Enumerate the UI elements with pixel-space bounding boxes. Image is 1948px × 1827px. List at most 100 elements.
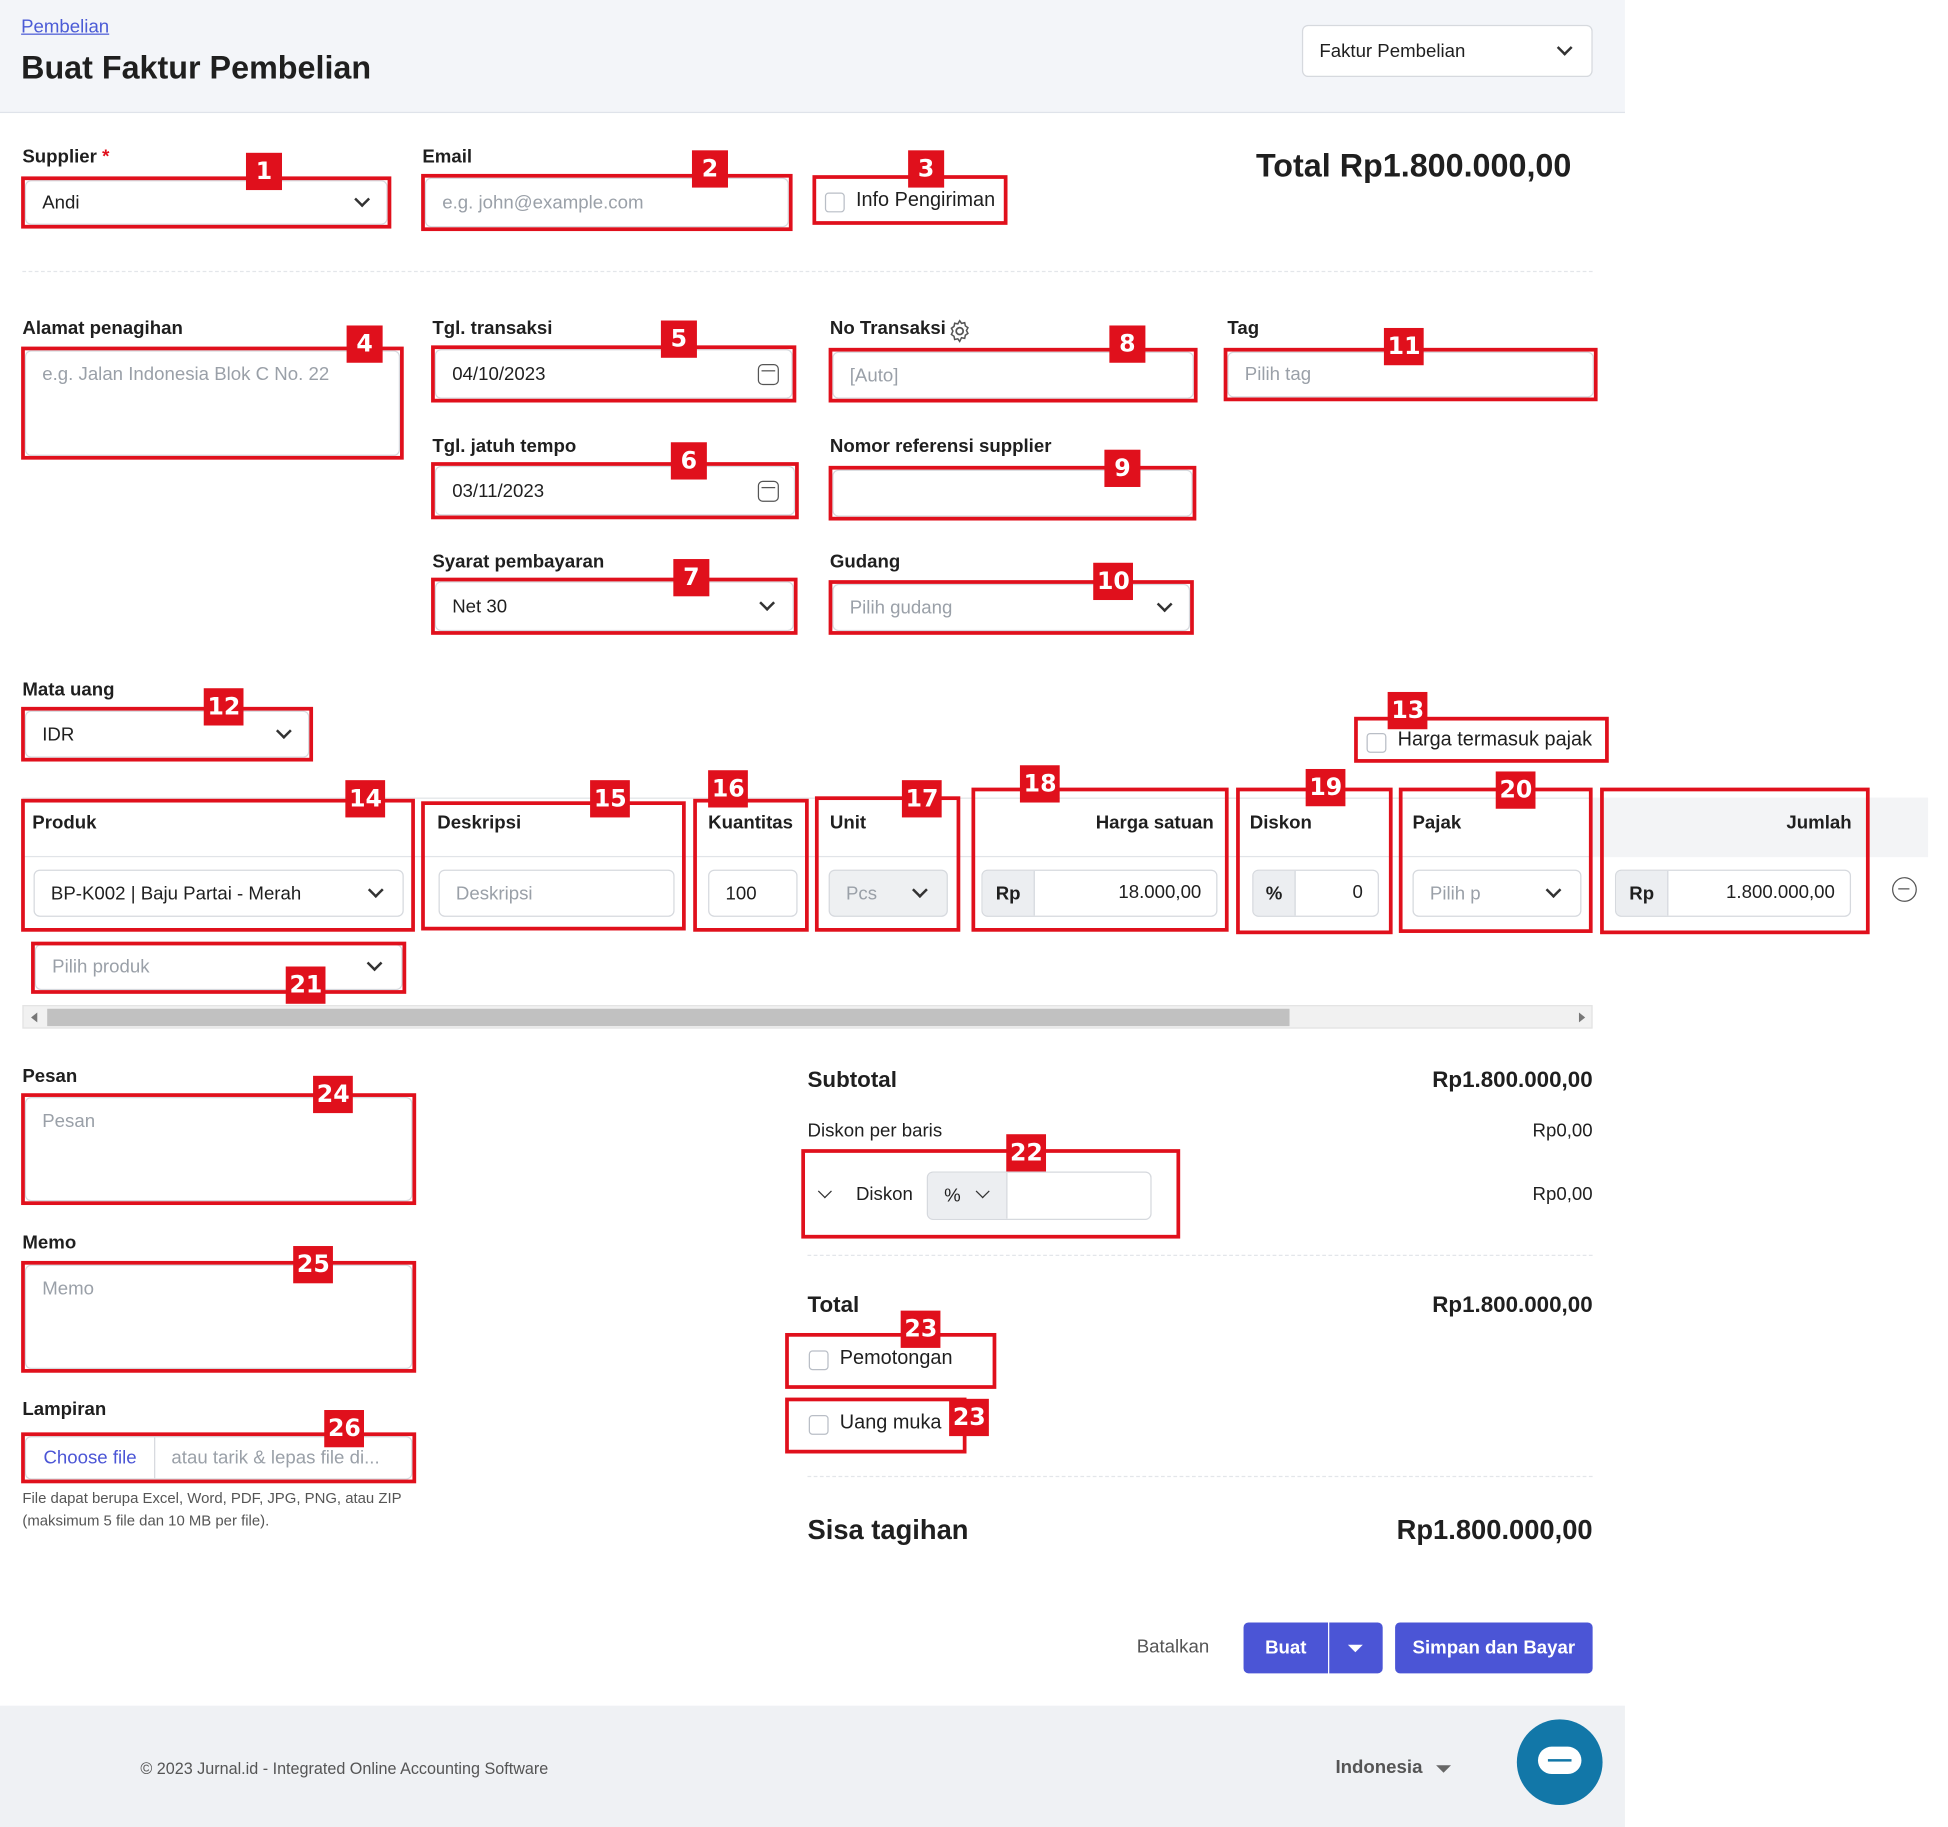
currency-label: Mata uang — [22, 679, 115, 701]
col-quantity-header: Kuantitas — [708, 812, 794, 834]
cancel-button[interactable]: Batalkan — [1136, 1636, 1210, 1658]
row-unit-select[interactable]: Pcs — [828, 869, 948, 917]
supplier-select[interactable]: Andi — [24, 180, 388, 225]
chevron-down-icon — [367, 882, 384, 899]
currency-value: IDR — [42, 723, 75, 745]
row-description-input[interactable]: Deskripsi — [438, 869, 675, 917]
chevron-down-icon[interactable] — [817, 1184, 832, 1199]
chevron-down-icon — [354, 191, 371, 208]
chat-bubble-icon — [1537, 1746, 1582, 1775]
discount-input[interactable]: % — [926, 1171, 1152, 1220]
create-dropdown-button[interactable] — [1329, 1622, 1383, 1674]
row-quantity-input[interactable]: 100 — [708, 869, 798, 917]
horizontal-scrollbar[interactable] — [22, 1005, 1593, 1029]
transaction-date-input[interactable]: 04/10/2023 — [434, 349, 793, 399]
row-unit-price-input[interactable]: Rp 18.000,00 — [981, 869, 1218, 917]
remove-row-icon[interactable] — [1892, 877, 1917, 902]
attachment-input[interactable]: Choose file atau tarik & lepas file di..… — [24, 1436, 413, 1480]
annotation-badge: 2 — [691, 150, 728, 188]
deduction-label[interactable]: Pemotongan — [839, 1347, 953, 1370]
row-amount-value: 1.800.000,00 — [1726, 882, 1835, 904]
email-input[interactable]: e.g. john@example.com — [424, 177, 789, 228]
create-button[interactable]: Buat — [1243, 1622, 1329, 1674]
scroll-right-icon[interactable] — [1578, 1012, 1586, 1023]
scrollbar-thumb[interactable] — [47, 1008, 1290, 1027]
discount-type-select[interactable]: % — [927, 1172, 1008, 1219]
gear-icon[interactable] — [947, 318, 973, 344]
add-product-select[interactable]: Pilih produk — [34, 944, 403, 991]
memo-label: Memo — [22, 1232, 77, 1254]
billing-address-textarea[interactable]: e.g. Jalan Indonesia Blok C No. 22 — [24, 350, 401, 456]
breadcrumb-link[interactable]: Pembelian — [21, 16, 110, 38]
divider — [807, 1475, 1593, 1478]
col-product-header: Produk — [32, 812, 97, 834]
annotation-badge: 4 — [346, 325, 383, 363]
annotation-badge: 14 — [345, 780, 386, 818]
annotation-badge: 25 — [293, 1246, 334, 1284]
chevron-down-icon — [912, 882, 928, 899]
chevron-down-icon — [1556, 39, 1573, 56]
annotation-badge: 24 — [313, 1075, 354, 1114]
col-unit-price-header: Harga satuan — [1095, 812, 1214, 834]
message-placeholder: Pesan — [42, 1110, 96, 1132]
chevron-down-icon — [1156, 596, 1173, 613]
language-select[interactable]: Indonesia — [1335, 1756, 1423, 1778]
annotation-badge: 9 — [1104, 449, 1141, 487]
shipping-info-label[interactable]: Info Pengiriman — [855, 190, 996, 212]
doc-type-select[interactable]: Faktur Pembelian — [1301, 24, 1593, 78]
memo-textarea[interactable]: Memo — [24, 1264, 413, 1370]
subtotal-value: Rp1.800.000,00 — [1432, 1067, 1593, 1092]
caret-down-icon[interactable] — [1436, 1765, 1452, 1773]
balance-label: Sisa tagihan — [807, 1514, 969, 1546]
choose-file-button[interactable]: Choose file — [26, 1437, 156, 1479]
row-unit-price-value: 18.000,00 — [1118, 882, 1202, 904]
col-amount-header: Jumlah — [1786, 812, 1852, 834]
calendar-icon[interactable] — [757, 363, 779, 386]
row-discount-input[interactable]: % 0 — [1252, 869, 1379, 917]
payment-terms-value: Net 30 — [452, 595, 508, 617]
row-unit-value: Pcs — [846, 882, 878, 904]
price-incl-tax-checkbox[interactable] — [1366, 732, 1387, 753]
row-amount-input[interactable]: Rp 1.800.000,00 — [1614, 869, 1852, 917]
shipping-info-checkbox[interactable] — [824, 192, 845, 213]
chevron-down-icon — [975, 1184, 990, 1199]
annotation-badge: 20 — [1495, 771, 1537, 809]
row-product-select[interactable]: BP-K002 | Baju Partai - Merah — [33, 869, 404, 917]
currency-select[interactable]: IDR — [24, 710, 310, 758]
chat-button[interactable] — [1516, 1719, 1603, 1806]
warehouse-select[interactable]: Pilih gudang — [832, 583, 1191, 632]
deduction-checkbox[interactable] — [808, 1350, 829, 1371]
supplier-label: Supplier * — [22, 146, 110, 168]
col-unit-header: Unit — [829, 812, 867, 834]
due-date-input[interactable]: 03/11/2023 — [434, 465, 796, 516]
annotation-badge: 1 — [245, 152, 283, 191]
currency-prefix: Rp — [982, 870, 1035, 916]
message-label: Pesan — [22, 1065, 78, 1088]
memo-placeholder: Memo — [42, 1278, 95, 1300]
total-value: Rp1.800.000,00 — [1432, 1291, 1593, 1317]
email-placeholder: e.g. john@example.com — [442, 191, 644, 214]
row-tax-select[interactable]: Pilih p — [1412, 869, 1582, 917]
scroll-left-icon[interactable] — [31, 1012, 38, 1023]
price-incl-tax-label[interactable]: Harga termasuk pajak — [1397, 729, 1593, 751]
chevron-down-icon — [275, 723, 292, 739]
total-header: Total Rp1.800.000,00 — [1255, 146, 1572, 184]
due-date-label: Tgl. jatuh tempo — [432, 436, 577, 458]
annotation-badge: 26 — [324, 1410, 365, 1448]
save-and-pay-button[interactable]: Simpan dan Bayar — [1395, 1622, 1593, 1674]
annotation-badge: 21 — [285, 966, 327, 1004]
row-discount-value: 0 — [1352, 882, 1363, 904]
annotation-badge: 16 — [708, 770, 749, 808]
calendar-icon[interactable] — [757, 480, 779, 502]
down-payment-checkbox[interactable] — [808, 1414, 829, 1435]
annotation-badge: 6 — [670, 442, 707, 480]
payment-terms-select[interactable]: Net 30 — [434, 581, 794, 632]
down-payment-label[interactable]: Uang muka — [839, 1412, 942, 1434]
total-label: Total — [807, 1291, 860, 1317]
tag-label: Tag — [1227, 318, 1260, 340]
balance-value: Rp1.800.000,00 — [1396, 1514, 1593, 1546]
message-textarea[interactable]: Pesan — [24, 1096, 413, 1202]
annotation-badge: 23 — [949, 1398, 990, 1437]
attachment-placeholder: atau tarik & lepas file di... — [171, 1447, 380, 1469]
warehouse-placeholder: Pilih gudang — [849, 596, 953, 619]
